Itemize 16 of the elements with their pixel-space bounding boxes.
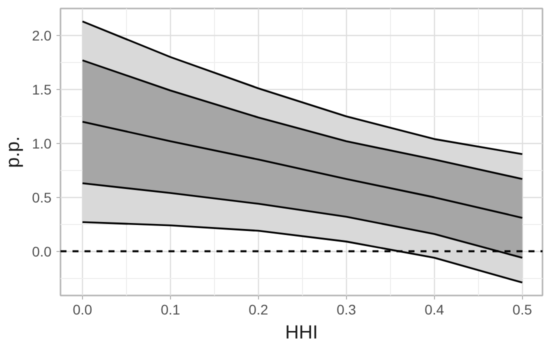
- x-tick-label: 0.5: [512, 302, 532, 318]
- x-axis-title: HHI: [285, 322, 318, 344]
- y-tick-label: 2.0: [32, 27, 52, 44]
- y-tick-label: 1.5: [32, 81, 52, 98]
- y-tick-label: 0.5: [32, 189, 52, 206]
- y-axis-title: p.p.: [3, 136, 24, 168]
- line-series: [82, 59, 524, 180]
- x-tick-label: 0.0: [72, 302, 92, 318]
- x-tick-label: 0.1: [160, 302, 180, 318]
- y-tick-label: 1.0: [32, 135, 52, 152]
- line-series: [82, 20, 524, 156]
- line-series: [82, 120, 524, 219]
- x-tick-label: 0.3: [336, 302, 356, 318]
- y-tick-label: 0.0: [32, 243, 52, 260]
- x-tick-label: 0.4: [424, 302, 444, 318]
- x-tick-label: 0.2: [248, 302, 268, 318]
